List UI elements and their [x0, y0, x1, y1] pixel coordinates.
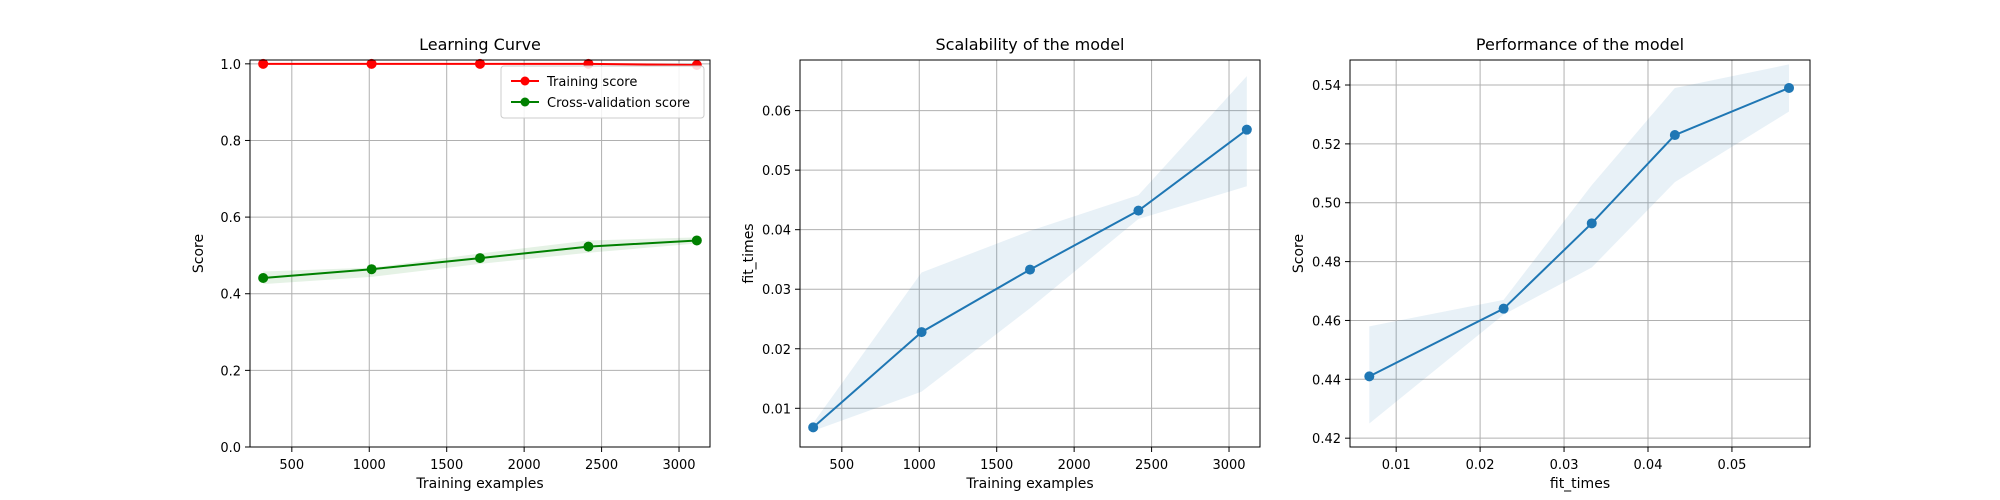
- y-axis-label: Score: [1291, 234, 1307, 273]
- y-tick-label: 0.02: [762, 343, 791, 358]
- chart-panel-1: 500 1000 1500 2000 2500 3000 0.0 0.2 0.4 0.6 0.8 1.…: [191, 35, 711, 492]
- confidence-band: [813, 76, 1247, 431]
- legend: Training score Cross-validation score: [500, 65, 705, 119]
- legend-marker: [520, 76, 530, 86]
- data-point: [1586, 218, 1597, 229]
- y-axis-label: Score: [191, 234, 207, 273]
- x-tick-label: 0.01: [1382, 458, 1411, 473]
- y-tick-label: 0.6: [220, 211, 241, 226]
- x-axis-label: Training examples: [415, 476, 543, 492]
- data-point: [1364, 371, 1375, 382]
- y-tick-label: 0.04: [762, 224, 791, 239]
- y-axis-label: fit_times: [741, 223, 757, 283]
- x-tick-label: 500: [279, 458, 304, 473]
- x-tick-label: 0.02: [1466, 458, 1495, 473]
- data-point: [1498, 303, 1509, 314]
- chart-title: Scalability of the model: [936, 35, 1125, 54]
- y-tick-label: 0.06: [762, 105, 791, 120]
- y-tick-label: 0.54: [1312, 79, 1341, 94]
- data-point: [808, 422, 819, 433]
- data-point: [691, 235, 702, 246]
- x-tick-label: 1000: [903, 458, 936, 473]
- x-tick-label: 500: [829, 458, 854, 473]
- y-tick-label: 0.01: [762, 402, 791, 417]
- data-point: [1133, 205, 1144, 216]
- x-tick-label: 0.05: [1717, 458, 1746, 473]
- data-point: [258, 273, 269, 284]
- y-tick-label: 0.03: [762, 283, 791, 298]
- x-axis-label: Training examples: [965, 476, 1093, 492]
- y-tick-label: 1.0: [220, 58, 241, 73]
- data-point: [1784, 82, 1795, 93]
- y-tick-label: 0.52: [1312, 138, 1341, 153]
- y-tick-label: 0.48: [1312, 256, 1341, 271]
- data-point: [258, 58, 269, 69]
- y-tick-label: 0.4: [220, 288, 241, 303]
- x-tick-label: 2500: [1135, 458, 1168, 473]
- data-point: [366, 58, 377, 69]
- legend-box: [500, 65, 705, 119]
- x-tick-label: 1000: [353, 458, 386, 473]
- legend-label: Training score: [546, 75, 637, 90]
- axes-frame: [799, 59, 1261, 448]
- x-tick-label: 0.04: [1634, 458, 1663, 473]
- y-tick-label: 0.50: [1312, 197, 1341, 212]
- x-tick-label: 2000: [1058, 458, 1091, 473]
- x-tick-label: 1500: [980, 458, 1013, 473]
- data-point: [475, 253, 485, 264]
- axes-frame: [1349, 59, 1811, 448]
- y-tick-label: 0.8: [220, 134, 241, 149]
- confidence-band: [1369, 64, 1790, 424]
- y-tick-label: 0.46: [1312, 314, 1341, 329]
- legend-marker: [520, 97, 530, 107]
- data-point: [1241, 124, 1252, 135]
- data-point: [1669, 130, 1680, 141]
- data-point: [475, 58, 485, 69]
- legend-label: Cross-validation score: [547, 96, 690, 111]
- axes-frame: [249, 59, 711, 448]
- x-tick-label: 3000: [662, 458, 695, 473]
- data-point: [1025, 264, 1035, 275]
- data-point: [366, 264, 377, 275]
- chart-title: Learning Curve: [419, 35, 541, 54]
- data-point: [916, 327, 927, 338]
- x-tick-label: 1500: [430, 458, 463, 473]
- y-tick-label: 0.42: [1312, 432, 1341, 447]
- x-tick-label: 2000: [508, 458, 541, 473]
- y-tick-label: 0.44: [1312, 373, 1341, 388]
- x-tick-label: 0.03: [1550, 458, 1579, 473]
- chart-panel-2: 500 1000 1500 2000 2500 3000 0.01 0.02 0.03 0.04 0…: [741, 35, 1261, 492]
- data-point: [583, 241, 594, 252]
- y-tick-label: 0.0: [220, 441, 241, 456]
- x-axis-label: fit_times: [1550, 476, 1610, 492]
- y-tick-label: 0.05: [762, 164, 791, 179]
- x-tick-label: 2500: [585, 458, 618, 473]
- chart-panel-3: 0.01 0.02 0.03 0.04 0.05 0.42 0.44 0.46 0.48 0.50…: [1291, 35, 1811, 492]
- chart-title: Performance of the model: [1476, 35, 1684, 54]
- y-tick-label: 0.2: [220, 364, 241, 379]
- x-tick-label: 3000: [1212, 458, 1245, 473]
